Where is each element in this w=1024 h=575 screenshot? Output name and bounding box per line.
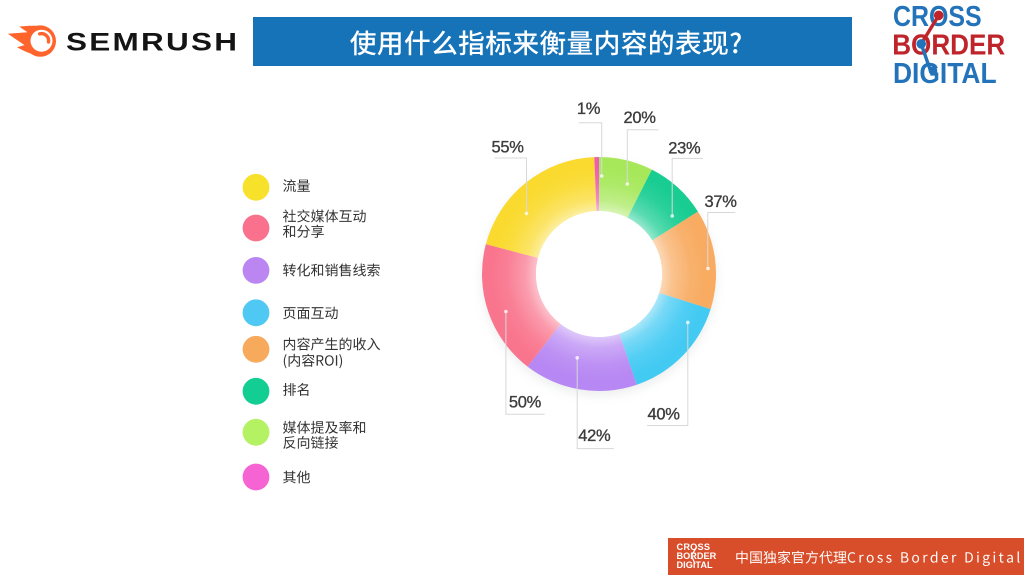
svg-text:BORDER: BORDER: [892, 28, 1005, 61]
svg-text:42%: 42%: [578, 427, 611, 445]
svg-text:DIGITAL: DIGITAL: [893, 57, 997, 89]
svg-text:20%: 20%: [623, 109, 656, 127]
svg-text:37%: 37%: [705, 193, 738, 211]
svg-text:1%: 1%: [577, 100, 601, 118]
svg-text:23%: 23%: [668, 140, 701, 158]
svg-text:CROSS: CROSS: [677, 542, 711, 552]
svg-text:DIGITAL: DIGITAL: [677, 560, 713, 570]
svg-text:50%: 50%: [509, 394, 542, 412]
svg-text:55%: 55%: [492, 139, 525, 157]
svg-text:BORDER: BORDER: [677, 551, 717, 561]
svg-text:40%: 40%: [648, 406, 681, 424]
svg-text:SEMRUSH: SEMRUSH: [66, 29, 239, 57]
